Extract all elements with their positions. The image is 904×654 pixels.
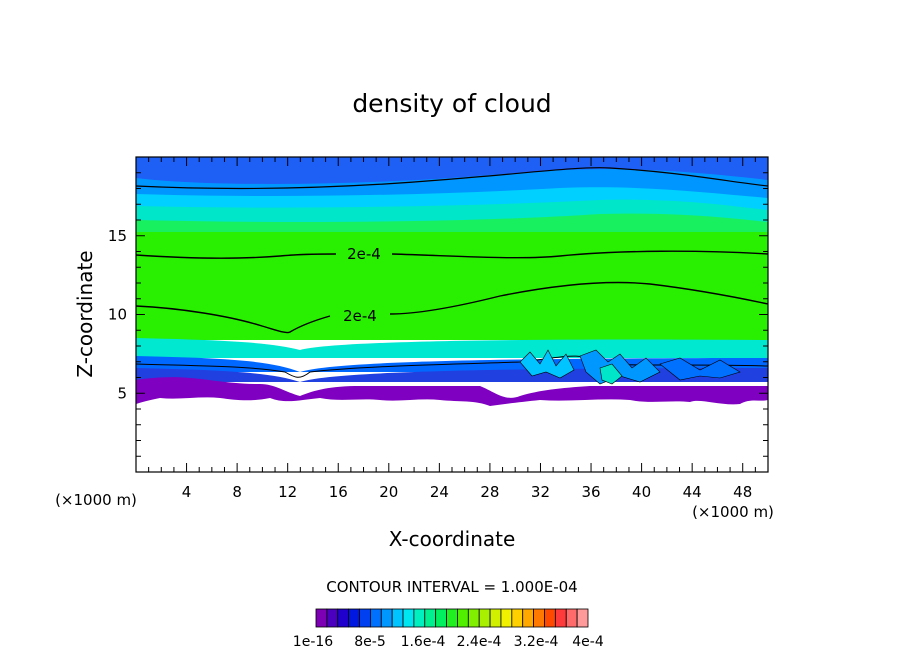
band-core: [136, 232, 768, 340]
y-tick-label: 5: [117, 384, 127, 402]
colorbar-label: 1.6e-4: [401, 634, 446, 650]
colorbar-swatch: [511, 608, 524, 628]
x-axis: 4 8 12 16 20 24 28 32 36 40 44 48: [148, 157, 756, 501]
contour-line-upper-2e-4: [136, 250, 768, 259]
x-tick-label: 40: [632, 483, 651, 501]
colorbar-swatch: [402, 608, 415, 628]
colorbar-swatch: [565, 608, 578, 628]
colorbar-swatch: [544, 608, 556, 628]
colorbar-swatch: [467, 608, 480, 628]
colorbar-swatch: [576, 608, 589, 628]
colorbar-swatch: [337, 608, 350, 628]
contour-label-lower: 2e-4: [343, 307, 377, 325]
x-axis-label: X-coordinate: [389, 527, 516, 551]
colorbar-swatch: [391, 608, 404, 628]
colorbar-swatch: [315, 608, 328, 628]
colorbar-swatch: [446, 608, 458, 628]
colorbar-swatch: [380, 608, 393, 628]
contour-interval-text: CONTOUR INTERVAL = 1.000E-04: [326, 578, 577, 596]
x-tick-label: 4: [182, 483, 192, 501]
colorbar-swatch: [489, 608, 502, 628]
contour-line-lower-2e-4: [136, 281, 768, 334]
x-unit-left: (×1000 m): [55, 491, 137, 509]
colorbar-label: 2.4e-4: [457, 634, 502, 650]
colorbar-swatch: [533, 608, 545, 628]
colorbar-swatch: [413, 608, 426, 628]
x-unit-right: (×1000 m): [692, 503, 774, 521]
colorbar-swatch: [478, 608, 491, 628]
colorbar-swatch: [369, 608, 382, 628]
x-tick-label: 12: [278, 483, 297, 501]
colorbar-label: 1e-16: [293, 634, 333, 650]
x-tick-label: 16: [329, 483, 348, 501]
colorbar-swatch: [522, 608, 534, 628]
x-tick-label: 44: [683, 483, 702, 501]
chart-title: density of cloud: [352, 89, 551, 118]
plot-area: 2e-4 2e-4: [136, 157, 768, 472]
band-base: [136, 377, 768, 406]
band-green-light: [136, 213, 768, 236]
colorbar-swatch: [359, 608, 371, 628]
contour-line-top: [136, 167, 768, 190]
colorbar-label: 8e-5: [354, 634, 385, 650]
colorbar-swatch: [435, 608, 447, 628]
colorbar-swatch: [326, 608, 339, 628]
colorbar-swatch: [554, 608, 567, 628]
colorbar-swatch: [348, 608, 360, 628]
colorbar: [315, 608, 589, 628]
band-below-core: [136, 338, 768, 358]
y-tick-label: 15: [108, 227, 127, 245]
colorbar-label: 3.2e-4: [514, 634, 559, 650]
y-axis-label: Z-coordinate: [73, 250, 97, 377]
turbulent-patches: [519, 349, 741, 385]
x-tick-label: 24: [430, 483, 449, 501]
x-tick-label: 20: [379, 483, 398, 501]
x-tick-label: 32: [531, 483, 550, 501]
colorbar-labels: 1e-16 8e-5 1.6e-4 2.4e-4 3.2e-4 4e-4: [293, 634, 604, 650]
colorbar-swatch: [500, 608, 513, 628]
x-tick-label: 8: [232, 483, 242, 501]
x-tick-label: 28: [480, 483, 499, 501]
colorbar-swatch: [424, 608, 437, 628]
colorbar-label: 4e-4: [572, 634, 604, 650]
colorbar-swatch: [457, 608, 469, 628]
contour-label-upper: 2e-4: [347, 245, 381, 263]
y-tick-label: 10: [108, 306, 127, 324]
y-axis: 5 10 15: [108, 172, 768, 457]
x-tick-label: 48: [733, 483, 752, 501]
x-tick-label: 36: [581, 483, 600, 501]
